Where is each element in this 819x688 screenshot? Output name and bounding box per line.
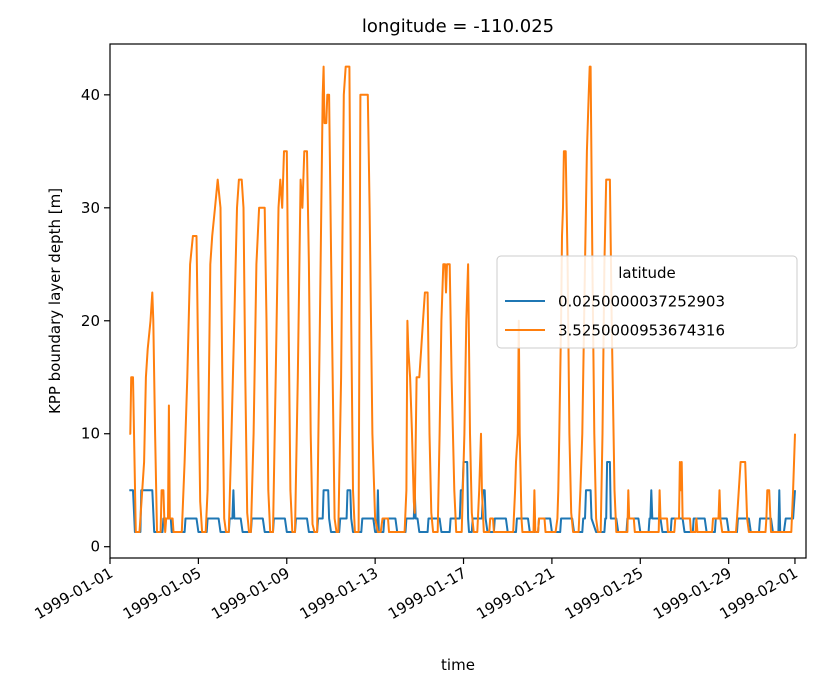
legend-label-series-2: 3.5250000953674316 xyxy=(558,322,725,340)
legend-box xyxy=(496,255,798,349)
chart-title: longitude = -110.025 xyxy=(362,16,554,37)
series-line-2 xyxy=(129,65,796,533)
y-tick-label: 10 xyxy=(81,425,100,443)
x-axis-label: time xyxy=(441,656,475,674)
y-tick-label: 30 xyxy=(81,199,100,217)
plot-lines xyxy=(129,65,796,533)
legend: latitude 0.0250000037252903 3.5250000953… xyxy=(496,255,798,349)
legend-label-series-1: 0.0250000037252903 xyxy=(558,293,725,311)
plot-frame xyxy=(109,43,807,559)
y-axis-label: KPP boundary layer depth [m] xyxy=(46,188,64,414)
y-tick-label: 40 xyxy=(81,86,100,104)
y-tick-label: 20 xyxy=(81,312,100,330)
y-axis-ticks: 0 10 20 30 40 xyxy=(81,86,110,556)
legend-title: latitude xyxy=(618,264,676,282)
y-tick-label: 0 xyxy=(90,538,100,556)
